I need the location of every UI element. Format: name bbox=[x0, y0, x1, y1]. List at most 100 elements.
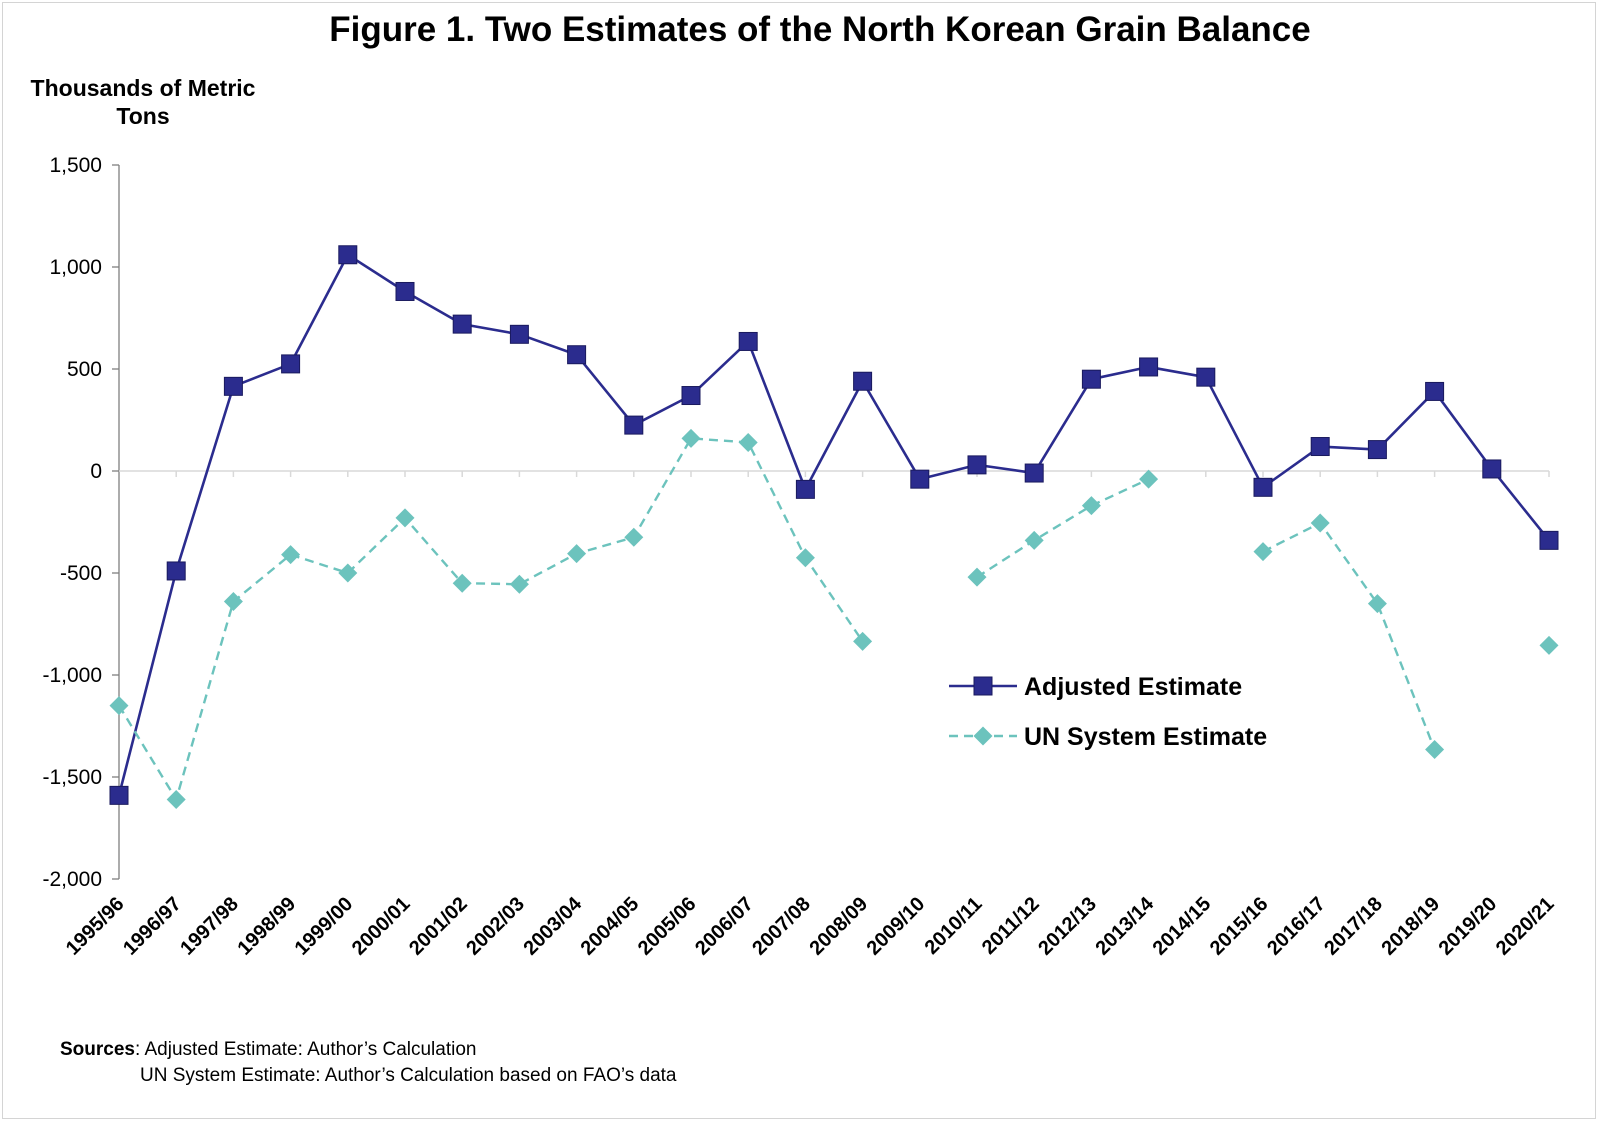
data-point bbox=[738, 432, 758, 452]
legend-item: UN System Estimate bbox=[949, 723, 1267, 751]
x-tick-label: 1999/00 bbox=[291, 893, 358, 960]
data-point bbox=[738, 331, 758, 351]
data-point bbox=[281, 354, 301, 374]
x-tick-labels: 1995/961996/971997/981998/991999/002000/… bbox=[62, 892, 1559, 959]
series-layer bbox=[109, 245, 1559, 809]
axes bbox=[112, 164, 1550, 880]
data-point bbox=[1539, 635, 1559, 655]
y-tick-label: 500 bbox=[67, 358, 102, 381]
data-point bbox=[1081, 496, 1101, 516]
x-tick-label: 2001/02 bbox=[405, 893, 472, 960]
data-point bbox=[1139, 357, 1159, 377]
series-line-segment bbox=[117, 253, 1551, 796]
x-tick-label: 2015/16 bbox=[1206, 893, 1273, 960]
data-point bbox=[1367, 440, 1387, 460]
x-tick-label: 2013/14 bbox=[1091, 892, 1158, 959]
data-point bbox=[338, 245, 358, 265]
y-axis-label: Thousands of Metric Tons bbox=[30, 75, 256, 129]
x-tick-label: 2004/05 bbox=[577, 893, 644, 960]
legend-label: Adjusted Estimate bbox=[1024, 673, 1242, 701]
data-point bbox=[223, 376, 243, 396]
data-point bbox=[1310, 513, 1330, 533]
data-point bbox=[1425, 739, 1445, 759]
x-tick-label: 2017/18 bbox=[1320, 893, 1387, 960]
x-tick-label: 2018/19 bbox=[1377, 893, 1444, 960]
data-point bbox=[853, 371, 873, 391]
data-point bbox=[624, 415, 644, 435]
data-point bbox=[910, 469, 930, 489]
x-tick-label: 2003/04 bbox=[519, 892, 586, 959]
series-line-segment bbox=[976, 478, 1150, 579]
x-tick-label: 2011/12 bbox=[978, 893, 1044, 959]
data-point bbox=[1081, 369, 1101, 389]
data-point bbox=[1539, 530, 1559, 550]
legend-item: Adjusted Estimate bbox=[949, 673, 1242, 701]
data-point bbox=[166, 789, 186, 809]
x-tick-label: 1996/97 bbox=[119, 893, 186, 960]
y-tick-label: 1,500 bbox=[49, 154, 102, 177]
legend-label: UN System Estimate bbox=[1024, 723, 1267, 751]
x-tick-label: 2002/03 bbox=[462, 893, 529, 960]
data-point bbox=[1253, 477, 1273, 497]
data-point bbox=[1367, 594, 1387, 614]
chart-title: Figure 1. Two Estimates of the North Kor… bbox=[329, 10, 1311, 49]
data-point bbox=[1253, 542, 1273, 562]
data-point bbox=[567, 345, 587, 365]
x-tick-label: 1997/98 bbox=[176, 893, 243, 960]
sources-note: Sources: Adjusted Estimate: Author’s Cal… bbox=[60, 1037, 677, 1089]
data-point bbox=[509, 574, 529, 594]
series-un-system-estimate bbox=[109, 428, 1559, 809]
data-point bbox=[509, 324, 529, 344]
x-tick-label: 2019/20 bbox=[1435, 893, 1502, 960]
legend-marker bbox=[973, 676, 993, 696]
sources-line-2: UN System Estimate: Author’s Calculation… bbox=[140, 1065, 677, 1086]
x-tick-label: 2008/09 bbox=[805, 893, 872, 960]
legend: Adjusted Estimate UN System Estimate bbox=[949, 673, 1267, 751]
data-point bbox=[853, 631, 873, 651]
x-tick-label: 2014/15 bbox=[1149, 893, 1216, 960]
series-line-segment bbox=[117, 437, 864, 801]
y-tick-label: -1,000 bbox=[42, 664, 102, 687]
sources-label: Sources bbox=[60, 1039, 135, 1060]
data-point bbox=[109, 696, 129, 716]
data-point bbox=[452, 314, 472, 334]
y-tick-label: 0 bbox=[90, 460, 102, 483]
data-point bbox=[567, 544, 587, 564]
x-tick-label: 2020/21 bbox=[1492, 893, 1559, 960]
x-tick-label: 2012/13 bbox=[1034, 893, 1101, 960]
y-tick-label: -500 bbox=[60, 562, 102, 585]
x-tick-label: 1998/99 bbox=[233, 893, 300, 960]
y-tick-label: -1,500 bbox=[42, 766, 102, 789]
data-point bbox=[395, 508, 415, 528]
x-tick-label: 2007/08 bbox=[748, 893, 815, 960]
data-point bbox=[681, 386, 701, 406]
data-point bbox=[1196, 367, 1216, 387]
y-tick-label: -2,000 bbox=[42, 868, 102, 891]
data-point bbox=[1024, 463, 1044, 483]
x-tick-label: 2010/11 bbox=[921, 893, 987, 959]
data-point bbox=[223, 592, 243, 612]
data-point bbox=[281, 545, 301, 565]
data-point bbox=[1425, 381, 1445, 401]
sources-line-1: : Adjusted Estimate: Author’s Calculatio… bbox=[134, 1039, 477, 1060]
data-point bbox=[1482, 459, 1502, 479]
x-tick-label: 1995/96 bbox=[62, 893, 129, 960]
x-tick-label: 2006/07 bbox=[691, 893, 758, 960]
data-point bbox=[452, 573, 472, 593]
data-point bbox=[1139, 469, 1159, 489]
data-point bbox=[338, 563, 358, 583]
x-tick-label: 2009/10 bbox=[863, 893, 930, 960]
series-adjusted-estimate bbox=[109, 245, 1559, 805]
x-tick-label: 2005/06 bbox=[634, 893, 701, 960]
y-tick-label: 1,000 bbox=[49, 256, 102, 279]
data-point bbox=[1310, 437, 1330, 457]
data-point bbox=[624, 527, 644, 547]
data-point bbox=[967, 567, 987, 587]
data-point bbox=[395, 281, 415, 301]
data-point bbox=[166, 561, 186, 581]
x-tick-label: 2000/01 bbox=[348, 893, 415, 960]
data-point bbox=[795, 548, 815, 568]
y-tick-labels: 1,500 1,000 500 0 -500 -1,000 -1,500 -2,000 bbox=[42, 154, 102, 891]
